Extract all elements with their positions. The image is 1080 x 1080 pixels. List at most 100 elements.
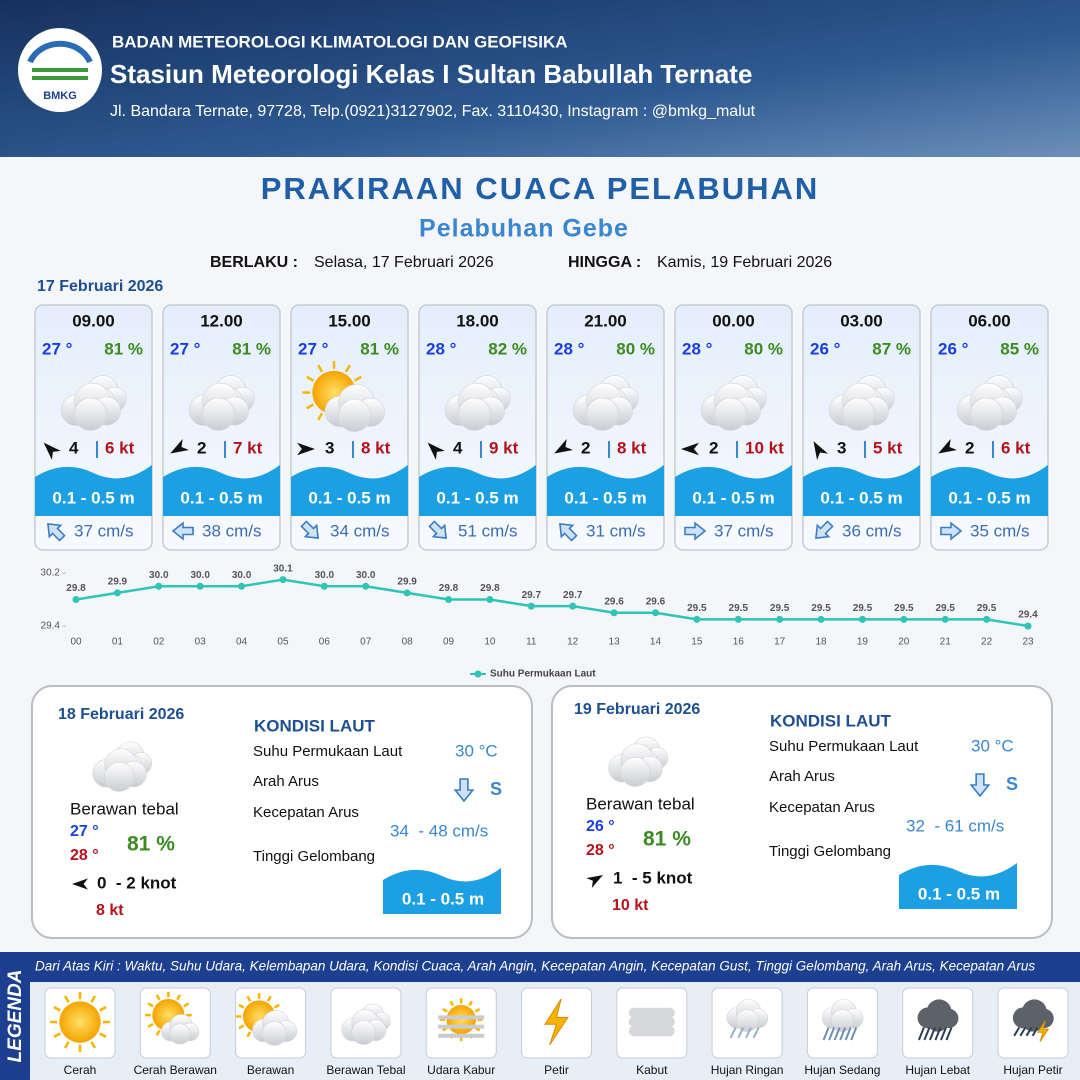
sea-label: Kecepatan Arus xyxy=(253,804,359,821)
data-label: 30.0 xyxy=(190,570,210,581)
gust-speed: 9 kt xyxy=(489,438,519,457)
sea-label: Tinggi Gelombang xyxy=(253,848,375,865)
x-tick-label: 05 xyxy=(277,637,289,648)
sea-heading: KONDISI LAUT xyxy=(770,711,892,730)
sst-point xyxy=(651,609,659,617)
x-tick-label: 10 xyxy=(484,637,496,648)
sea-temperature: 30 °C xyxy=(971,736,1014,755)
gust-speed: 7 kt xyxy=(233,438,263,457)
wind-arrow xyxy=(170,439,189,454)
wave-band xyxy=(675,465,792,516)
rain-drop xyxy=(945,1027,953,1041)
cloud-icon xyxy=(917,999,959,1032)
gust-speed: 10 kt xyxy=(745,438,784,457)
sun-ray xyxy=(99,1005,107,1012)
data-label: 29.7 xyxy=(563,590,583,601)
rain-drop xyxy=(828,1027,836,1041)
cloud-icon xyxy=(252,1010,298,1046)
valid-from-label: BERLAKU : xyxy=(210,254,298,271)
current-speed: 35 cm/s xyxy=(970,521,1030,540)
weather-condition: Berawan tebal xyxy=(586,794,695,813)
sun-ray xyxy=(306,375,314,382)
sun-ray xyxy=(176,994,182,1001)
x-tick-label: 23 xyxy=(1022,637,1034,648)
x-tick-label: 13 xyxy=(609,637,621,648)
legend-description: Dari Atas Kiri : Waktu, Suhu Udara, Kele… xyxy=(35,959,1035,974)
forecast-time: 15.00 xyxy=(328,311,371,330)
cloud-icon xyxy=(444,382,505,431)
sun-ray xyxy=(246,995,252,1002)
cloud-puff xyxy=(262,1021,287,1046)
sun-ray xyxy=(90,995,97,1003)
agency-name: BADAN METEOROLOGI KLIMATOLOGI DAN GEOFIS… xyxy=(112,32,568,51)
sun-ray xyxy=(155,1029,161,1036)
humidity: 81 % xyxy=(104,339,143,358)
rain-drop xyxy=(1019,1027,1027,1037)
wind-arrow xyxy=(43,442,61,460)
forecast-time: 09.00 xyxy=(72,311,115,330)
x-tick-label: 03 xyxy=(195,637,207,648)
forecast-time: 06.00 xyxy=(968,311,1011,330)
sun-disc xyxy=(446,1004,476,1035)
current-direction: S xyxy=(1006,774,1018,794)
wind-range: 0 - 2 knot xyxy=(97,873,177,892)
wave-band xyxy=(547,465,664,516)
wind-speed: 2 xyxy=(965,438,974,457)
temp-min: 27 ° xyxy=(70,823,99,840)
wave-height: 0.1 - 0.5 m xyxy=(564,488,646,507)
data-label: 29.4 xyxy=(1018,610,1038,621)
sun-ray xyxy=(468,1000,473,1007)
x-tick-label: 07 xyxy=(360,637,372,648)
sun-ray xyxy=(354,375,362,382)
x-tick-label: 17 xyxy=(774,637,786,648)
cloud-icon xyxy=(92,748,147,792)
sst-point xyxy=(320,582,328,590)
data-label: 29.5 xyxy=(853,603,873,614)
legend-heading: LEGENDA xyxy=(5,970,26,1063)
sst-point xyxy=(900,615,908,623)
current-arrow xyxy=(453,778,475,803)
cloud-puff xyxy=(585,397,619,431)
data-label: 29.5 xyxy=(977,603,997,614)
sun-ray xyxy=(246,1031,252,1038)
cloud-icon xyxy=(161,1014,200,1045)
sun-disc xyxy=(59,1001,101,1043)
cloud-icon xyxy=(828,382,889,431)
sst-point xyxy=(72,596,80,603)
temp-max: 28 ° xyxy=(70,847,99,864)
sst-point xyxy=(858,615,866,623)
wave-band xyxy=(899,863,1017,909)
sun-ray xyxy=(90,1041,97,1049)
rain-drop xyxy=(940,1027,947,1041)
station-name: Stasiun Meteorologi Kelas I Sultan Babul… xyxy=(110,59,752,89)
wave-height: 0.1 - 0.5 m xyxy=(948,488,1030,507)
valid-until-label: HINGGA : xyxy=(568,254,641,271)
current-speed: 51 cm/s xyxy=(458,521,518,540)
current-arrow xyxy=(940,521,963,541)
legend-item-label: Kabut xyxy=(636,1063,668,1077)
cloud-puff xyxy=(169,1023,191,1045)
fog-band xyxy=(628,1017,675,1027)
x-tick-label: 22 xyxy=(981,637,993,648)
cloud-icon xyxy=(821,999,864,1032)
cloud-icon xyxy=(700,382,761,431)
rain-drop xyxy=(745,1027,752,1039)
data-label: 29.7 xyxy=(522,590,542,601)
data-label: 30.0 xyxy=(315,570,335,581)
sun-ray xyxy=(147,1022,154,1028)
wave-band xyxy=(35,465,152,516)
data-label: 29.5 xyxy=(687,603,707,614)
cloud-puff xyxy=(831,1009,854,1032)
x-tick-label: 11 xyxy=(526,637,537,648)
wave-band xyxy=(419,465,536,516)
wave-band xyxy=(931,465,1048,516)
data-label: 30.1 xyxy=(273,563,293,574)
cloud-puff xyxy=(73,397,107,431)
wind-arrow xyxy=(297,442,315,456)
forecast-time: 03.00 xyxy=(840,311,883,330)
rain-drop xyxy=(1025,1027,1033,1037)
legend-item-label: Hujan Ringan xyxy=(711,1063,784,1077)
subtitle: Pelabuhan Gebe xyxy=(419,215,629,243)
current-direction: S xyxy=(490,779,502,799)
